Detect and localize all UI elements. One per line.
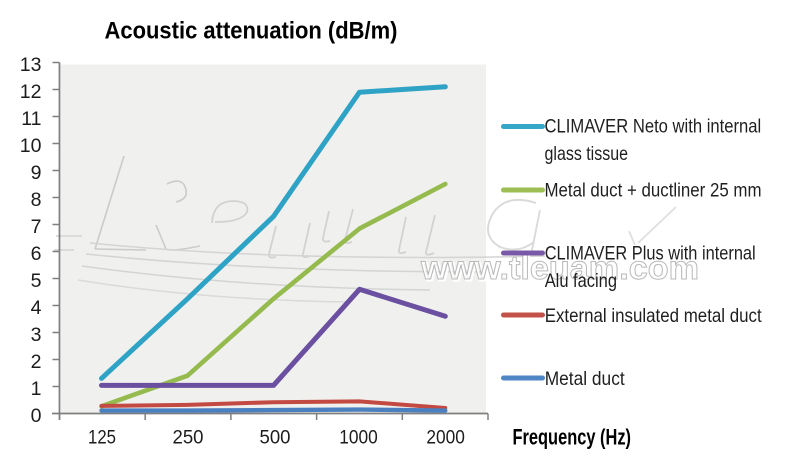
svg-text:6: 6: [31, 243, 42, 265]
svg-text:8: 8: [31, 189, 42, 211]
svg-text:www.tleuam.com: www.tleuam.com: [420, 249, 699, 286]
svg-text:CLIMAVER Neto with internal: CLIMAVER Neto with internal: [545, 116, 762, 138]
svg-text:Alu facing: Alu facing: [545, 270, 617, 292]
svg-text:13: 13: [20, 54, 42, 76]
svg-text:3: 3: [31, 324, 42, 346]
svg-text:4: 4: [31, 297, 42, 319]
svg-text:125: 125: [88, 427, 116, 449]
svg-text:2: 2: [31, 351, 42, 373]
svg-text:CLIMAVER Plus with internal: CLIMAVER Plus with internal: [545, 243, 756, 265]
svg-text:5: 5: [31, 270, 42, 292]
svg-text:0: 0: [31, 405, 42, 427]
svg-text:7: 7: [31, 216, 42, 238]
svg-text:1: 1: [31, 378, 42, 400]
svg-text:11: 11: [21, 108, 41, 130]
svg-text:External insulated metal duct: External insulated metal duct: [545, 305, 763, 327]
svg-text:250: 250: [173, 427, 204, 449]
svg-text:12: 12: [20, 81, 42, 103]
svg-text:1000: 1000: [339, 427, 378, 449]
svg-text:Metal duct + ductliner 25 mm: Metal duct + ductliner 25 mm: [545, 180, 762, 202]
svg-text:9: 9: [31, 162, 42, 184]
svg-text:Metal duct: Metal duct: [545, 368, 626, 390]
svg-text:500: 500: [260, 427, 291, 449]
svg-text:Frequency (Hz): Frequency (Hz): [513, 425, 632, 450]
svg-text:2000: 2000: [426, 427, 465, 449]
svg-text:Acoustic attenuation (dB/m): Acoustic attenuation (dB/m): [105, 18, 398, 45]
svg-text:www.tleuam.com: www.tleuam.com: [421, 251, 700, 288]
svg-text:10: 10: [20, 135, 42, 157]
svg-text:glass tissue: glass tissue: [545, 143, 629, 165]
